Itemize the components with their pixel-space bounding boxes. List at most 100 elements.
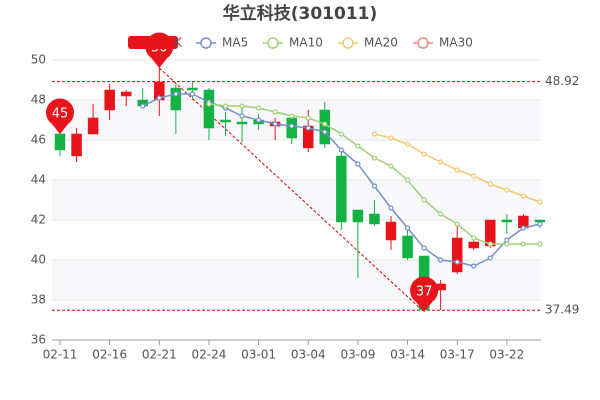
- ma-point: [471, 173, 477, 179]
- grid-band: [52, 260, 541, 300]
- candle-body: [236, 121, 248, 125]
- legend-label: MA5: [222, 36, 248, 50]
- x-tick-label: 03-01: [241, 348, 276, 362]
- x-tick-label: 02-24: [192, 348, 227, 362]
- ma-point: [239, 103, 245, 109]
- ma-point: [256, 117, 262, 123]
- ma-point: [504, 237, 510, 243]
- trend-line: [158, 67, 425, 313]
- legend-label: MA10: [289, 36, 323, 50]
- ma-point: [371, 131, 378, 137]
- ma-point: [404, 225, 411, 231]
- ma-point: [487, 181, 493, 187]
- y-tick-label: 50: [31, 53, 46, 67]
- reference-label: 48.92: [545, 74, 579, 88]
- ma-point: [504, 187, 510, 193]
- candle-body: [203, 89, 215, 129]
- legend-icon: [200, 37, 212, 49]
- candle-body: [385, 221, 397, 241]
- ma-point: [537, 199, 543, 205]
- legend-label: MA30: [439, 36, 473, 50]
- ma-point: [537, 241, 543, 247]
- ma-point: [355, 143, 361, 149]
- annotation-label: 37: [416, 285, 433, 300]
- ma-point: [239, 113, 245, 119]
- candle-body: [501, 219, 513, 223]
- ma-point: [454, 221, 460, 227]
- candle-body: [336, 155, 347, 223]
- chart-title: 华立科技(301011): [223, 3, 378, 24]
- ma-point: [289, 113, 295, 119]
- ma-point: [189, 91, 195, 97]
- reference-label: 37.49: [545, 303, 579, 317]
- ma-point: [471, 235, 477, 241]
- legend-label: MA20: [364, 36, 398, 50]
- ma-point: [404, 141, 411, 147]
- ma-point: [504, 241, 510, 247]
- candle-body: [87, 117, 99, 135]
- ma-point: [421, 197, 427, 203]
- ma-point: [487, 241, 493, 247]
- ma-point: [537, 221, 543, 227]
- y-tick-label: 46: [31, 133, 46, 147]
- ma-point: [438, 159, 444, 165]
- candle-body: [402, 235, 413, 259]
- ma-point: [438, 257, 444, 263]
- x-tick-label: 02-11: [43, 348, 78, 362]
- ma-point: [256, 105, 262, 111]
- legend-icon: [128, 36, 178, 49]
- ma-point: [289, 123, 295, 129]
- ma-point: [322, 129, 328, 135]
- candle-body: [369, 213, 380, 225]
- ma-point: [388, 135, 394, 141]
- ma-point: [471, 263, 477, 269]
- ma-point: [421, 151, 427, 157]
- x-tick-label: 03-04: [291, 348, 326, 362]
- ma-point: [305, 125, 311, 131]
- ma-point: [520, 241, 527, 247]
- x-tick-label: 03-09: [340, 348, 375, 362]
- candle-body: [170, 87, 182, 111]
- ma-point: [173, 91, 179, 97]
- candle-body: [220, 119, 231, 123]
- y-tick-label: 42: [31, 213, 46, 227]
- ma-point: [438, 211, 444, 217]
- y-tick-label: 48: [31, 93, 46, 107]
- annotation-bubble: [46, 98, 74, 134]
- ma-point: [371, 183, 378, 189]
- candle-body: [120, 91, 132, 97]
- candle-body: [468, 241, 479, 249]
- ma-point: [322, 121, 328, 127]
- candle-body: [451, 237, 463, 273]
- ma-point: [520, 193, 527, 199]
- ma-point: [454, 167, 460, 173]
- ma-point: [206, 101, 212, 107]
- legend-icon: [342, 37, 354, 49]
- annotation-bubble: [410, 276, 439, 312]
- x-tick-label: 02-16: [92, 348, 127, 362]
- y-tick-label: 36: [31, 333, 46, 347]
- ma-point: [156, 95, 162, 101]
- ma-point: [371, 155, 378, 161]
- ma-point: [222, 103, 229, 109]
- ma-point: [140, 103, 146, 109]
- ma-point: [305, 115, 311, 121]
- legend-icon: [267, 37, 279, 49]
- ma-point: [355, 161, 361, 167]
- x-tick-label: 03-17: [440, 348, 475, 362]
- legend-icon: [417, 37, 429, 49]
- ma-point: [388, 163, 394, 169]
- y-tick-label: 38: [31, 293, 46, 307]
- ma-point: [272, 121, 278, 127]
- candle-body: [319, 109, 331, 145]
- candle-body: [54, 133, 66, 151]
- annotation-label: 45: [52, 107, 69, 122]
- ma-point: [487, 255, 493, 261]
- legend-label: K: [174, 36, 183, 50]
- x-tick-label: 02-21: [142, 348, 177, 362]
- candle-body: [187, 87, 198, 91]
- x-tick-label: 03-14: [390, 348, 425, 362]
- ma-point: [520, 225, 527, 231]
- candle-body: [71, 133, 82, 157]
